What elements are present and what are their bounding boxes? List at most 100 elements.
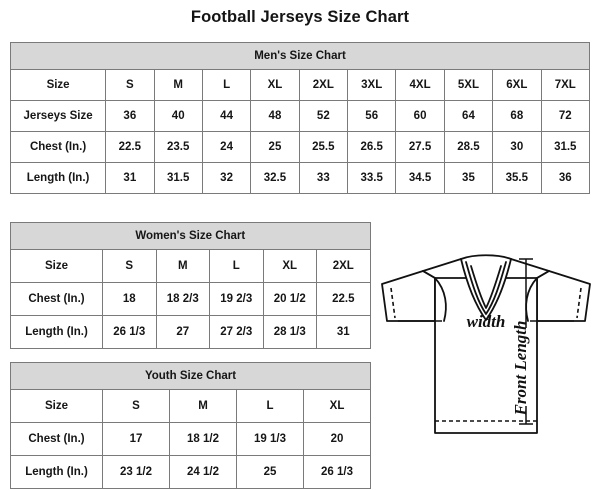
column-header-xl: XL: [250, 69, 300, 101]
column-header-l: L: [236, 389, 304, 423]
table-cell: 52: [298, 100, 349, 132]
table-cell: 30: [492, 131, 542, 163]
column-header-7xl: 7XL: [540, 69, 591, 101]
womens-size-chart-table: Women's Size Chart Size S M L XL 2XL Che…: [10, 222, 371, 349]
mens-chart-caption: Men's Size Chart: [10, 42, 590, 70]
table-cell: 60: [395, 100, 445, 132]
table-row: Chest (In.) 22.5 23.5 24 25 25.5 26.5 27…: [9, 131, 591, 163]
table-row: Length (In.) 23 1/2 24 1/2 25 26 1/3: [10, 455, 372, 489]
front-length-measure-line: [519, 258, 533, 425]
table-cell: 31: [105, 162, 155, 194]
row-header-chest: Chest (In.): [10, 422, 103, 456]
left-armhole: [434, 277, 447, 322]
v-neck-inner-2: [470, 265, 502, 309]
column-header-size: Size: [10, 249, 103, 283]
column-header-s: S: [105, 69, 155, 101]
column-header-size: Size: [10, 389, 103, 423]
column-header-xl: XL: [262, 249, 317, 283]
table-cell: 18 2/3: [155, 282, 210, 316]
table-cell: 23 1/2: [102, 455, 170, 489]
table-caption-row: Women's Size Chart: [10, 222, 371, 250]
table-cell: 27 2/3: [209, 315, 264, 349]
table-cell: 19 2/3: [209, 282, 264, 316]
table-cell: 22.5: [105, 131, 155, 163]
column-header-s: S: [102, 389, 170, 423]
column-header-m: M: [153, 69, 203, 101]
table-cell: 23.5: [153, 131, 203, 163]
table-cell: 36: [540, 162, 591, 194]
table-cell: 24: [201, 131, 252, 163]
table-cell: 34.5: [395, 162, 445, 194]
table-cell: 32: [201, 162, 252, 194]
table-cell: 25.5: [298, 131, 349, 163]
table-cell: 26 1/3: [102, 315, 157, 349]
table-cell: 33.5: [347, 162, 397, 194]
column-header-xl: XL: [302, 389, 372, 423]
left-cuff-dashed-line: [390, 287, 396, 319]
table-cell: 48: [250, 100, 300, 132]
column-header-l: L: [201, 69, 252, 101]
collar-band: [460, 254, 512, 260]
table-cell: 44: [201, 100, 252, 132]
table-cell: 56: [347, 100, 397, 132]
column-header-3xl: 3XL: [347, 69, 397, 101]
row-header-length: Length (In.): [10, 315, 103, 349]
column-header-l: L: [209, 249, 264, 283]
column-header-4xl: 4XL: [395, 69, 445, 101]
table-cell: 28.5: [443, 131, 494, 163]
front-length-measure-label: Front Length: [511, 321, 530, 417]
left-sleeve: [381, 270, 436, 322]
table-cell: 31: [316, 315, 371, 349]
table-cell: 26.5: [347, 131, 397, 163]
table-cell: 28 1/3: [262, 315, 317, 349]
table-cell: 36: [105, 100, 155, 132]
table-caption-row: Men's Size Chart: [10, 42, 590, 70]
v-neck-inner-1: [465, 261, 507, 315]
youth-chart-caption: Youth Size Chart: [9, 362, 372, 390]
left-shoulder-seam: [422, 270, 436, 279]
column-header-2xl: 2XL: [298, 69, 349, 101]
column-header-5xl: 5XL: [443, 69, 494, 101]
womens-chart-caption: Women's Size Chart: [10, 222, 371, 250]
right-shoulder-seam: [536, 270, 550, 279]
column-header-m: M: [155, 249, 210, 283]
column-header-2xl: 2XL: [316, 249, 371, 283]
table-cell: 18 1/2: [169, 422, 237, 456]
table-cell: 64: [443, 100, 494, 132]
table-header-row: Size S M L XL 2XL: [10, 249, 371, 283]
table-cell: 26 1/3: [302, 455, 372, 489]
table-cell: 33: [298, 162, 349, 194]
row-header-jerseys-size: Jerseys Size: [9, 100, 107, 132]
table-caption-row: Youth Size Chart: [9, 362, 372, 390]
table-cell: 17: [102, 422, 170, 456]
table-row: Jerseys Size 36 40 44 48 52 56 60 64 68 …: [9, 100, 591, 132]
table-cell: 72: [540, 100, 591, 132]
table-cell: 18: [102, 282, 157, 316]
table-cell: 25: [250, 131, 300, 163]
youth-size-chart-table: Youth Size Chart Size S M L XL Chest (In…: [9, 362, 372, 489]
table-row: Chest (In.) 17 18 1/2 19 1/3 20: [10, 422, 372, 456]
table-cell: 40: [153, 100, 203, 132]
right-shoulder-top: [510, 258, 550, 272]
right-sleeve: [536, 270, 591, 322]
column-header-s: S: [102, 249, 157, 283]
column-header-6xl: 6XL: [492, 69, 542, 101]
right-cuff-dashed-line: [576, 287, 582, 319]
table-row: Length (In.) 31 31.5 32 32.5 33 33.5 34.…: [9, 162, 591, 194]
table-header-row: Size S M L XL 2XL 3XL 4XL 5XL 6XL 7XL: [9, 69, 591, 101]
table-row: Length (In.) 26 1/3 27 27 2/3 28 1/3 31: [10, 315, 371, 349]
row-header-chest: Chest (In.): [10, 282, 103, 316]
row-header-length: Length (In.): [9, 162, 107, 194]
table-cell: 25: [236, 455, 304, 489]
right-armhole: [525, 277, 538, 322]
jersey-measurement-diagram: width Front Length: [378, 228, 594, 480]
row-header-chest: Chest (In.): [9, 131, 107, 163]
table-cell: 24 1/2: [169, 455, 237, 489]
table-cell: 68: [492, 100, 542, 132]
table-cell: 27: [155, 315, 210, 349]
table-cell: 32.5: [250, 162, 300, 194]
table-header-row: Size S M L XL: [10, 389, 372, 423]
table-cell: 35: [443, 162, 494, 194]
table-row: Chest (In.) 18 18 2/3 19 2/3 20 1/2 22.5: [10, 282, 371, 316]
width-measure-label: width: [467, 312, 506, 331]
